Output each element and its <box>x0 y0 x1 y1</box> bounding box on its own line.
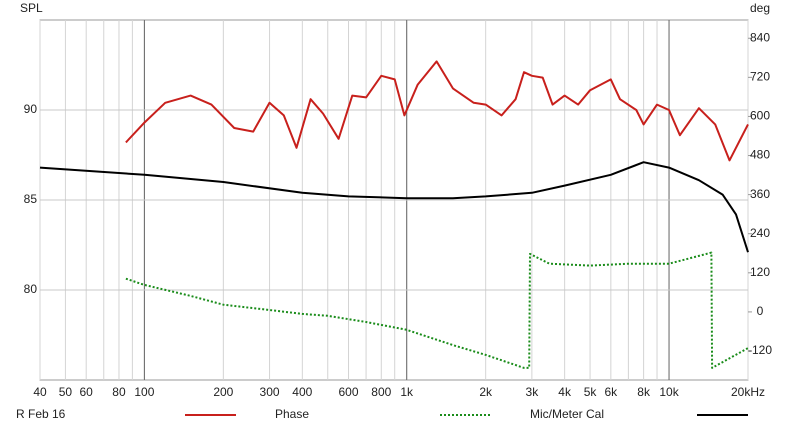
legend-label: Phase <box>275 407 309 421</box>
x-tick-label: 300 <box>260 385 280 399</box>
x-tick-label: 80 <box>112 385 126 399</box>
y2-tick-label: 0 <box>757 304 764 318</box>
y2-tick-label: 480 <box>750 148 770 162</box>
y2-axis-label: deg <box>750 1 770 15</box>
y-axis-label: SPL <box>20 1 43 15</box>
y-tick-label: 80 <box>24 282 38 296</box>
x-tick-label: 6k <box>604 385 618 399</box>
x-tick-label: 20kHz <box>731 385 765 399</box>
y2-tick-label: 240 <box>750 226 770 240</box>
x-tick-label: 3k <box>526 385 540 399</box>
x-tick-label: 400 <box>292 385 312 399</box>
series-line <box>39 161 749 253</box>
y-tick-label: 85 <box>24 192 38 206</box>
legend-label: R Feb 16 <box>16 407 66 421</box>
x-tick-label: 4k <box>558 385 572 399</box>
y2-tick-label: 120 <box>750 265 770 279</box>
legend-label: Mic/Meter Cal <box>530 407 604 421</box>
series-line <box>125 60 749 162</box>
x-tick-label: 10k <box>659 385 679 399</box>
x-tick-label: 800 <box>371 385 391 399</box>
x-tick-label: 40 <box>33 385 47 399</box>
x-tick-label: 600 <box>338 385 358 399</box>
y2-tick-label: 840 <box>750 30 770 44</box>
x-tick-label: 5k <box>584 385 598 399</box>
x-tick-label: 50 <box>59 385 73 399</box>
x-tick-label: 200 <box>213 385 233 399</box>
y2-tick-label: -120 <box>748 343 772 357</box>
series-line <box>125 251 749 369</box>
x-tick-label: 100 <box>134 385 154 399</box>
x-tick-label: 8k <box>637 385 651 399</box>
y2-tick-label: 600 <box>750 109 770 123</box>
y-tick-label: 90 <box>24 102 38 116</box>
y2-tick-label: 720 <box>750 70 770 84</box>
x-tick-label: 2k <box>479 385 493 399</box>
y2-tick-label: 360 <box>750 187 770 201</box>
x-tick-label: 60 <box>80 385 94 399</box>
x-tick-label: 1k <box>400 385 414 399</box>
